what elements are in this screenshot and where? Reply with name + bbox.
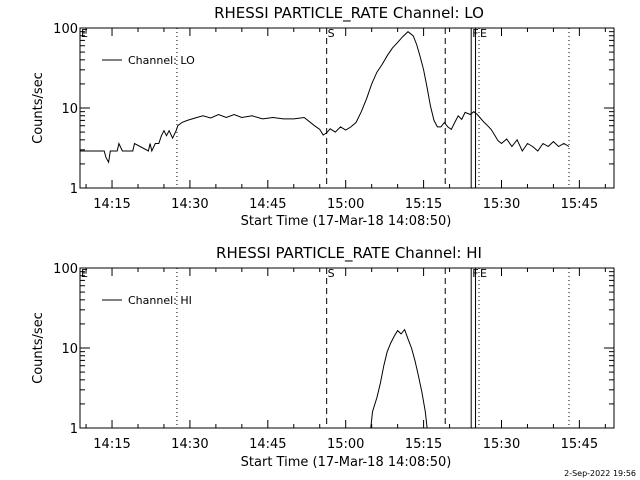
y-tick-label: 100 [53,22,78,37]
series-lines [370,328,428,429]
legend-entry: Channel: LO [128,54,195,67]
x-tick-label: 15:00 [327,197,364,212]
x-tick-label: 15:00 [327,437,364,452]
legend: Channel: HI [102,294,192,307]
x-axis-label: Start Time (17-Mar-18 14:08:50) [241,214,452,229]
x-tick-label: 15:45 [561,197,598,212]
x-tick-label: 14:15 [93,437,130,452]
event-label: E [480,27,487,40]
x-tick-label: 15:45 [561,437,598,452]
event-label: E [81,27,88,40]
x-tick-label: 14:15 [93,197,130,212]
series-line [370,328,428,429]
y-axis-label: Counts/sec [31,72,46,144]
legend: Channel: LO [102,54,195,67]
y-tick-label: 10 [61,102,78,117]
x-tick-label: 15:30 [483,197,520,212]
event-markers: ESFE [79,267,570,428]
y-tick-label: 100 [53,262,78,277]
x-tick-label: 14:45 [249,197,286,212]
plot-frame [79,267,615,429]
panel-hi: RHESSI PARTICLE_RATE Channel: HI Counts/… [31,244,615,470]
footer-date: 2-Sep-2022 19:56 [564,469,636,478]
y-tick-label: 1 [70,422,78,437]
event-label: S [328,267,335,280]
legend-entry: Channel: HI [128,294,192,307]
x-tick-label: 15:15 [405,197,442,212]
plot-frame [79,27,615,189]
event-label: E [480,267,487,280]
axis-ticks: 14:15 14:30 14:45 15:00 15:15 15:30 15:45 1 10 10… [53,262,614,452]
x-tick-label: 14:30 [171,197,208,212]
y-axis-label: Counts/sec [31,312,46,384]
chart-title: RHESSI PARTICLE_RATE Channel: LO [214,4,484,23]
event-label: E [81,267,88,280]
x-tick-label: 15:30 [483,437,520,452]
series-line [80,31,570,164]
series-lines [80,31,570,164]
chart-title: RHESSI PARTICLE_RATE Channel: HI [216,244,482,263]
event-label: S [328,27,335,40]
axis-ticks: 14:15 14:30 14:45 15:00 15:15 15:30 15:45 1 10 10… [53,22,614,212]
x-tick-label: 14:30 [171,437,208,452]
y-tick-label: 10 [61,342,78,357]
x-tick-label: 14:45 [249,437,286,452]
panel-lo: RHESSI PARTICLE_RATE Channel: LO Counts/… [31,4,615,229]
x-axis-label: Start Time (17-Mar-18 14:08:50) [241,455,452,470]
x-tick-label: 15:15 [405,437,442,452]
y-tick-label: 1 [70,182,78,197]
